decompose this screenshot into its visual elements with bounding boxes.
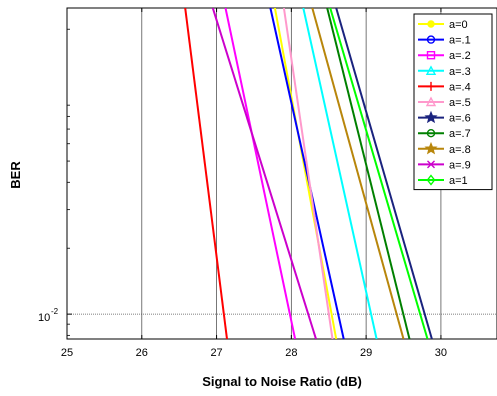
legend-label: a=.1 (449, 35, 471, 47)
series-line (302, 8, 378, 339)
legend-marker (427, 160, 435, 169)
series-line (311, 8, 405, 339)
legend-item: a=0 (418, 19, 468, 31)
legend-item: a=.4 (418, 81, 471, 93)
legend-item: a=.6 (418, 110, 471, 125)
series-line (326, 8, 411, 339)
series-line (269, 8, 345, 339)
legend-label: a=.3 (449, 66, 471, 78)
y-tick-label: 10 -2 (38, 307, 59, 324)
series-line (329, 8, 429, 339)
legend-marker (425, 65, 437, 76)
legend-label: a=.9 (449, 159, 471, 171)
legend-marker (424, 141, 438, 155)
legend-marker (426, 174, 436, 186)
legend-item: a=.9 (418, 159, 471, 171)
legend-item: a=.7 (418, 128, 471, 140)
tick-layer: 25 26 27 28 29 30 (61, 8, 447, 359)
series-line (335, 8, 433, 339)
series-line (224, 8, 297, 339)
legend-marker (426, 51, 436, 60)
legend: a=0 a=.1 a=.2 a=.3 a=.4 a=.5 a=.6 a=.7 a=.8 a=.9 a… (413, 13, 493, 191)
legend-item: a=.2 (418, 50, 471, 62)
legend-item: a=.8 (418, 141, 471, 156)
legend-marker (426, 81, 436, 91)
legend-item: a=1 (418, 174, 468, 187)
legend-label: a=.6 (449, 113, 471, 125)
legend-marker (426, 35, 436, 44)
series-line (273, 8, 338, 339)
legend-label: a=.4 (449, 81, 471, 93)
legend-label: a=1 (449, 175, 468, 187)
series-line (282, 8, 334, 339)
x-tick-label: 25 (61, 347, 73, 359)
x-tick-label: 27 (210, 347, 222, 359)
x-axis-label: Signal to Noise Ratio (dB) (202, 374, 362, 389)
series-layer (184, 8, 433, 339)
y-tick-base: 10 (38, 312, 50, 324)
legend-label: a=0 (449, 19, 468, 31)
x-tick-label: 30 (435, 347, 447, 359)
y-axis-label: BER (8, 161, 23, 189)
series-line (211, 8, 317, 339)
x-tick-label: 29 (360, 347, 372, 359)
legend-item: a=.3 (418, 65, 471, 78)
legend-label: a=.5 (449, 97, 471, 109)
legend-label: a=.7 (449, 128, 471, 140)
legend-item: a=.1 (418, 35, 471, 47)
x-tick-label: 26 (136, 347, 148, 359)
legend-marker (427, 20, 435, 28)
legend-marker (424, 110, 438, 124)
y-tick-exponent: -2 (51, 307, 59, 316)
series-line (184, 8, 228, 339)
legend-label: a=.2 (449, 50, 471, 62)
legend-marker (426, 128, 436, 138)
legend-marker (425, 96, 437, 107)
x-tick-label: 28 (285, 347, 297, 359)
legend-label: a=.8 (449, 144, 471, 156)
legend-item: a=.5 (418, 96, 471, 109)
